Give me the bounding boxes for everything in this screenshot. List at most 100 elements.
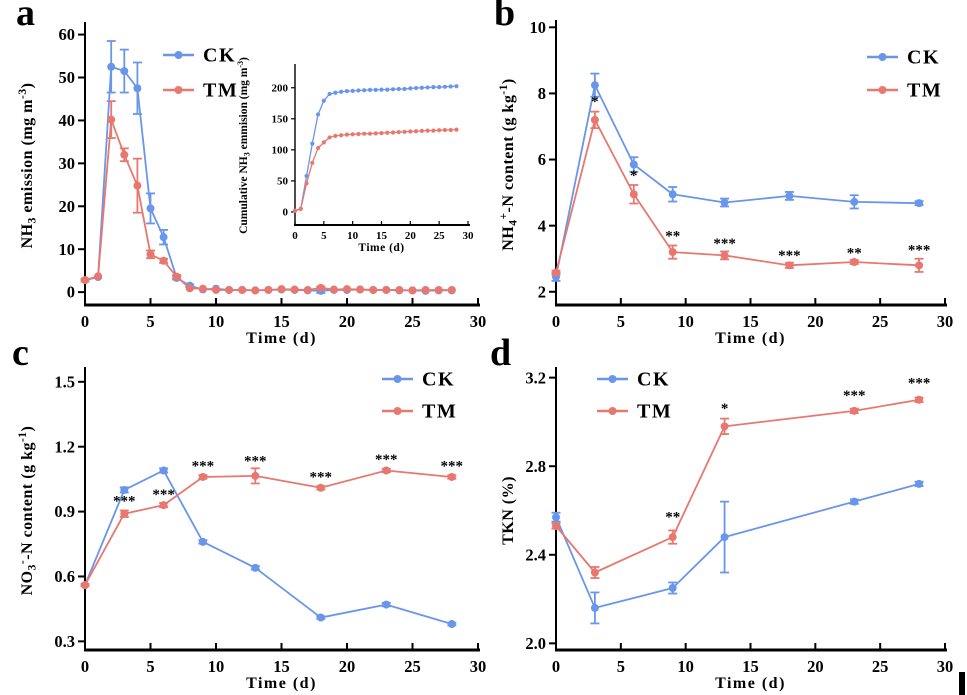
svg-text:***: *** xyxy=(713,236,736,252)
svg-text:0: 0 xyxy=(81,312,89,331)
svg-text:30: 30 xyxy=(59,154,76,173)
panel-letter-d: d xyxy=(490,332,512,374)
svg-text:30: 30 xyxy=(470,312,487,331)
svg-text:25: 25 xyxy=(404,657,421,676)
svg-text:25: 25 xyxy=(872,657,889,676)
svg-text:6: 6 xyxy=(538,150,546,169)
svg-text:NH3 emission (mg m-3): NH3 emission (mg m-3) xyxy=(17,83,39,249)
svg-text:Time (d): Time (d) xyxy=(358,242,404,254)
svg-text:10: 10 xyxy=(347,230,359,242)
svg-text:10: 10 xyxy=(677,312,694,331)
svg-text:5: 5 xyxy=(321,230,327,242)
svg-text:10: 10 xyxy=(208,312,225,331)
svg-text:**: ** xyxy=(665,229,680,245)
svg-text:*: * xyxy=(721,401,729,417)
svg-text:0: 0 xyxy=(552,657,560,676)
panel-letter-c: c xyxy=(12,332,29,374)
svg-text:8: 8 xyxy=(538,84,546,103)
svg-text:50: 50 xyxy=(59,68,76,87)
svg-text:30: 30 xyxy=(463,230,475,242)
svg-text:***: *** xyxy=(310,469,333,485)
svg-text:CK: CK xyxy=(907,47,940,69)
crop-artifact-bar xyxy=(959,672,965,695)
svg-text:40: 40 xyxy=(59,111,76,130)
svg-text:Time (d): Time (d) xyxy=(715,675,786,692)
svg-text:***: *** xyxy=(113,493,136,509)
svg-text:25: 25 xyxy=(434,230,446,242)
svg-text:5: 5 xyxy=(146,657,154,676)
svg-text:5: 5 xyxy=(617,312,625,331)
svg-text:CK: CK xyxy=(637,369,670,391)
panel-letter-b: b xyxy=(494,0,516,34)
svg-text:Time (d): Time (d) xyxy=(715,330,786,347)
svg-text:50: 50 xyxy=(277,176,289,188)
svg-text:*: * xyxy=(591,94,599,110)
svg-text:***: *** xyxy=(152,487,175,503)
svg-text:CK: CK xyxy=(422,369,455,391)
svg-text:NO3--N content (g kg-1): NO3--N content (g kg-1) xyxy=(17,426,39,596)
svg-text:CK: CK xyxy=(203,45,236,67)
svg-text:15: 15 xyxy=(376,230,388,242)
svg-text:2.8: 2.8 xyxy=(525,457,546,476)
svg-text:200: 200 xyxy=(272,82,289,94)
svg-text:**: ** xyxy=(665,510,680,526)
svg-text:***: *** xyxy=(908,243,931,259)
svg-text:15: 15 xyxy=(742,312,759,331)
svg-text:1.2: 1.2 xyxy=(54,437,75,456)
svg-text:20: 20 xyxy=(405,230,417,242)
svg-text:NH4+-N content (g kg-1): NH4+-N content (g kg-1) xyxy=(498,78,520,251)
svg-text:0.3: 0.3 xyxy=(54,632,75,651)
svg-text:15: 15 xyxy=(273,312,290,331)
svg-text:10: 10 xyxy=(530,18,547,37)
svg-text:5: 5 xyxy=(617,657,625,676)
svg-text:150: 150 xyxy=(272,114,289,126)
svg-text:2.4: 2.4 xyxy=(525,545,546,564)
svg-text:3.2: 3.2 xyxy=(525,368,546,387)
svg-text:TM: TM xyxy=(907,80,942,102)
svg-text:***: *** xyxy=(375,452,398,468)
svg-text:***: *** xyxy=(441,459,464,475)
svg-text:20: 20 xyxy=(339,312,356,331)
tkn-percent-chart: 0 5 10 15 20 25 30 2.0 2.4 2.8 3.2 Time (d) TKN (%) *… xyxy=(500,367,954,692)
svg-text:***: *** xyxy=(192,459,215,475)
svg-text:TKN (%): TKN (%) xyxy=(500,476,517,545)
svg-text:0: 0 xyxy=(292,230,298,242)
panel-letter-a: a xyxy=(16,0,35,34)
nh4-n-content-chart: 0 5 10 15 20 25 30 2 4 6 8 10 Time (d) NH4+-N content… xyxy=(498,18,954,347)
svg-text:***: *** xyxy=(843,388,866,404)
svg-text:0: 0 xyxy=(283,207,289,219)
svg-text:2.0: 2.0 xyxy=(525,634,546,653)
svg-text:10: 10 xyxy=(208,657,225,676)
svg-text:15: 15 xyxy=(273,657,290,676)
svg-text:30: 30 xyxy=(470,657,487,676)
svg-text:0: 0 xyxy=(552,312,560,331)
svg-text:15: 15 xyxy=(742,657,759,676)
svg-text:20: 20 xyxy=(339,657,356,676)
svg-text:25: 25 xyxy=(872,312,889,331)
svg-text:30: 30 xyxy=(937,657,954,676)
svg-text:TM: TM xyxy=(637,401,672,423)
svg-text:0: 0 xyxy=(67,283,75,302)
svg-text:30: 30 xyxy=(937,312,954,331)
svg-text:20: 20 xyxy=(807,312,824,331)
svg-text:10: 10 xyxy=(59,240,76,259)
svg-text:TM: TM xyxy=(422,401,457,423)
svg-text:TM: TM xyxy=(203,80,238,102)
svg-text:***: *** xyxy=(908,376,931,392)
svg-text:Time (d): Time (d) xyxy=(246,675,317,692)
svg-text:**: ** xyxy=(847,245,862,261)
svg-text:25: 25 xyxy=(404,312,421,331)
no3-n-content-chart: 0 5 10 15 20 25 30 0.3 0.6 0.9 1.2 1.5 Time (d) NO3--… xyxy=(17,367,486,692)
svg-text:100: 100 xyxy=(272,145,289,157)
svg-text:20: 20 xyxy=(807,657,824,676)
svg-text:0.9: 0.9 xyxy=(54,502,75,521)
svg-text:2: 2 xyxy=(538,282,546,301)
svg-text:***: *** xyxy=(778,248,801,264)
svg-text:5: 5 xyxy=(146,312,154,331)
svg-text:20: 20 xyxy=(59,197,76,216)
svg-text:4: 4 xyxy=(538,216,546,235)
svg-text:***: *** xyxy=(244,453,267,469)
svg-text:*: * xyxy=(630,168,638,184)
